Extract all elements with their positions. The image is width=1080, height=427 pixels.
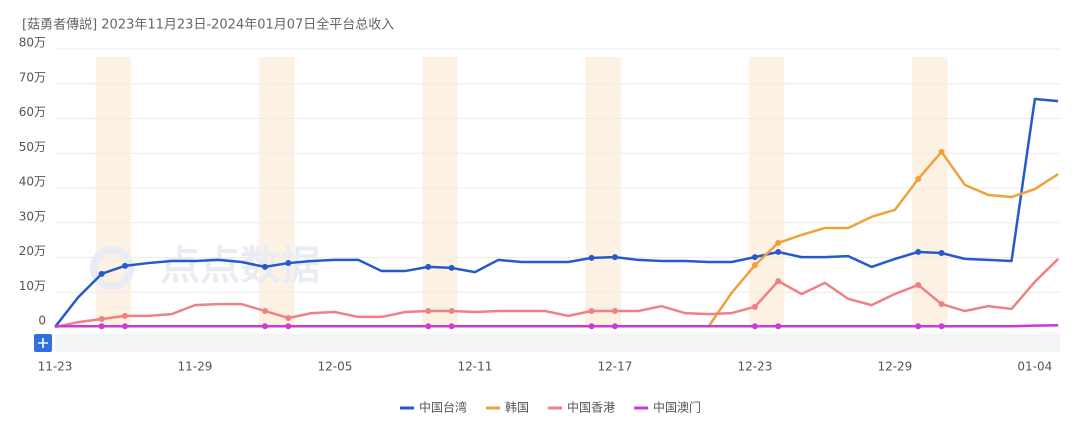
y-tick-label: 80万 <box>19 36 46 50</box>
point <box>261 323 268 330</box>
point <box>425 308 432 315</box>
y-tick-label: 40万 <box>19 175 46 189</box>
point <box>938 148 945 155</box>
point <box>448 323 455 330</box>
point <box>425 263 432 270</box>
point <box>121 312 128 319</box>
point <box>751 254 758 261</box>
point <box>588 254 595 261</box>
point <box>938 301 945 308</box>
point <box>915 175 922 182</box>
point <box>938 323 945 330</box>
y-tick-label: 0 <box>38 314 46 328</box>
point <box>915 281 922 288</box>
point <box>938 249 945 256</box>
point <box>588 323 595 330</box>
legend-label: 韩国 <box>505 400 529 415</box>
x-tick-label: 12-05 <box>318 360 353 374</box>
point <box>448 264 455 271</box>
watermark-logo <box>90 246 134 290</box>
series-line <box>707 150 1059 328</box>
weekend-band <box>585 57 621 327</box>
weekend-band <box>422 57 458 327</box>
point <box>121 323 128 330</box>
point <box>775 248 782 255</box>
x-tick-label: 12-23 <box>737 360 772 374</box>
x-tick-label: 11-29 <box>178 360 213 374</box>
legend-label: 中国台湾 <box>419 400 467 415</box>
y-tick-label: 10万 <box>19 279 46 293</box>
point <box>98 323 105 330</box>
series-line <box>55 324 1059 328</box>
legend-label: 中国香港 <box>567 400 615 415</box>
point <box>261 263 268 270</box>
point <box>98 316 105 323</box>
point <box>588 308 595 315</box>
x-tick-label: 11-23 <box>38 360 73 374</box>
point <box>611 323 618 330</box>
legend-label: 中国澳门 <box>653 400 701 415</box>
series-line <box>54 97 1059 328</box>
point <box>775 323 782 330</box>
point <box>98 270 105 277</box>
x-tick-label: 01-04 <box>1017 360 1052 374</box>
point <box>121 262 128 269</box>
point <box>448 308 455 315</box>
point <box>751 262 758 269</box>
y-tick-label: 30万 <box>19 209 46 223</box>
point <box>775 239 782 246</box>
point <box>425 323 432 330</box>
point <box>775 278 782 285</box>
point <box>285 323 292 330</box>
watermark: 点点数据 <box>160 243 320 289</box>
y-tick-label: 20万 <box>19 244 46 258</box>
x-tick-label: 12-17 <box>597 360 632 374</box>
range-slider[interactable] <box>55 334 1060 352</box>
y-tick-label: 60万 <box>19 105 46 119</box>
plus-icon <box>38 338 48 348</box>
point <box>261 308 268 315</box>
y-tick-label: 70万 <box>19 70 46 84</box>
point <box>751 303 758 310</box>
y-tick-label: 50万 <box>19 140 46 154</box>
point <box>611 308 618 315</box>
point <box>611 254 618 261</box>
point <box>751 323 758 330</box>
weekend-band <box>748 57 785 327</box>
chart-title: [菇勇者傳説] 2023年11月23日-2024年01月07日全平台总收入 <box>22 17 394 33</box>
point <box>915 248 922 255</box>
point <box>915 323 922 330</box>
point <box>285 314 292 321</box>
x-tick-label: 12-29 <box>877 360 912 374</box>
point <box>285 260 292 267</box>
series-line <box>54 257 1060 329</box>
weekend-band <box>258 57 295 327</box>
x-tick-label: 12-11 <box>458 360 493 374</box>
